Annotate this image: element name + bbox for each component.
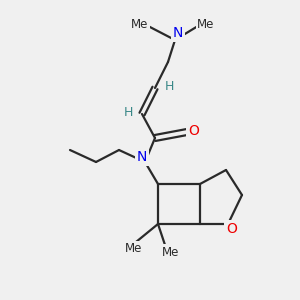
Text: H: H <box>164 80 174 92</box>
Text: Me: Me <box>162 245 180 259</box>
Text: O: O <box>189 124 200 138</box>
Text: O: O <box>226 222 237 236</box>
Text: Me: Me <box>125 242 143 256</box>
Text: Me: Me <box>131 19 149 32</box>
Text: Me: Me <box>197 19 215 32</box>
Text: H: H <box>123 106 133 118</box>
Text: N: N <box>173 26 183 40</box>
Text: N: N <box>137 150 147 164</box>
